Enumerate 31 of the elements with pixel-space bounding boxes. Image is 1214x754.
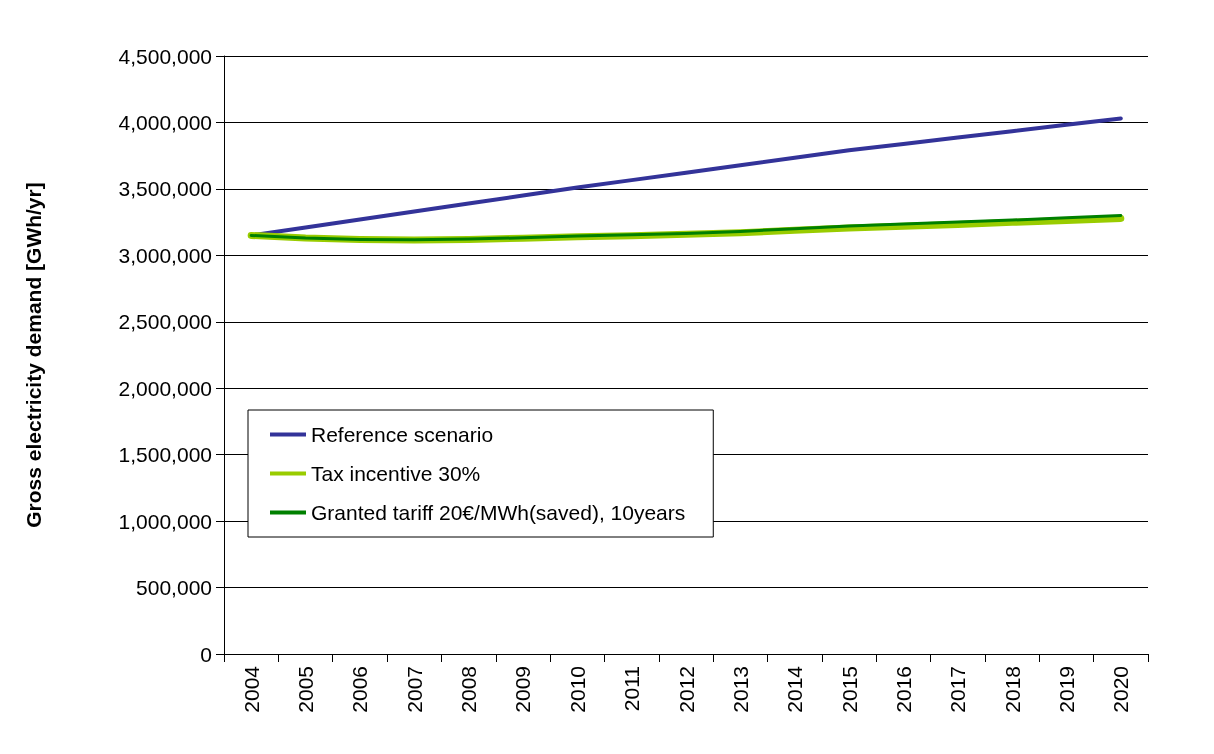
y-tick-label: 3,500,000	[118, 177, 212, 201]
x-tick-label: 2012	[674, 666, 698, 713]
x-tick-label: 2010	[565, 666, 589, 713]
y-tick-label: 1,000,000	[118, 509, 212, 533]
y-tick-label: 3,000,000	[118, 243, 212, 267]
x-tick-label: 2019	[1054, 666, 1078, 713]
x-tick-label: 2013	[728, 666, 752, 713]
x-tick-label: 2005	[294, 666, 318, 713]
y-tick-label: 1,500,000	[118, 443, 212, 467]
legend-label: Reference scenario	[311, 423, 494, 446]
y-tick-label: 2,500,000	[118, 310, 212, 334]
x-tick-label: 2008	[457, 666, 481, 713]
x-tick-label: 2011	[620, 666, 644, 712]
x-tick-label: 2020	[1109, 666, 1133, 713]
x-tick-label: 2018	[1000, 666, 1024, 713]
x-tick-label: 2009	[511, 666, 535, 713]
y-tick-label: 4,000,000	[118, 110, 212, 134]
y-tick-label: 500,000	[136, 576, 212, 600]
x-tick-label: 2016	[891, 666, 915, 713]
x-tick-label: 2006	[348, 666, 372, 713]
x-tick-label: 2015	[837, 666, 861, 713]
x-tick-label: 2017	[946, 666, 970, 713]
y-tick-label: 2,000,000	[118, 376, 212, 400]
x-tick-label: 2007	[402, 666, 426, 713]
y-tick-label: 4,500,000	[118, 44, 212, 68]
y-axis-title: Gross electricity demand [GWh/yr]	[22, 182, 45, 528]
y-tick-label: 0	[200, 642, 212, 666]
legend-label: Granted tariff 20€/MWh(saved), 10years	[311, 501, 686, 524]
legend-label: Tax incentive 30%	[311, 462, 481, 485]
x-tick-label: 2004	[239, 665, 263, 713]
x-tick-label: 2014	[783, 665, 807, 713]
